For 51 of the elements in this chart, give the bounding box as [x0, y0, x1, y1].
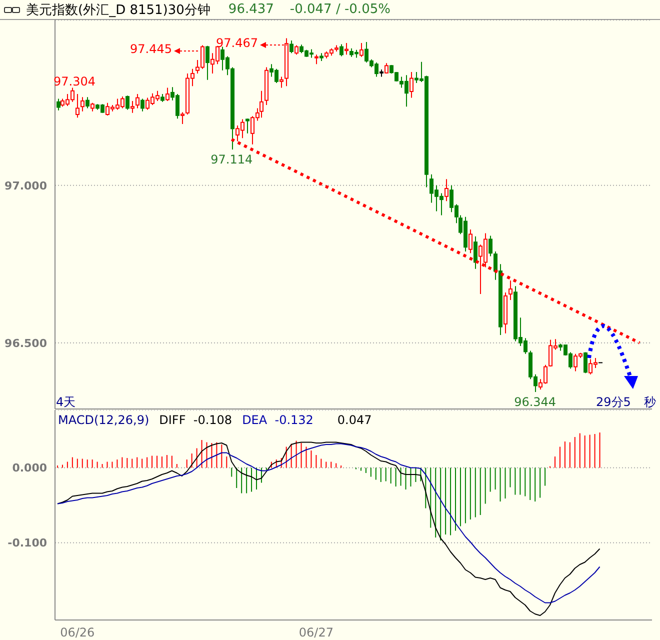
candlestick	[280, 76, 284, 88]
annotation: 97.114	[210, 152, 253, 166]
candlestick	[344, 42, 348, 56]
text: DIFF	[159, 413, 186, 427]
candlestick	[126, 95, 130, 110]
text: 96.437	[228, 2, 274, 17]
chart-title: MACD(12,26,9)	[58, 413, 150, 427]
candlestick	[246, 118, 250, 134]
candlestick	[294, 44, 298, 56]
annotation: -0.132	[274, 413, 314, 427]
candlestick	[136, 94, 140, 109]
candlestick	[488, 235, 492, 257]
chart-title: 美元指数(外汇_D 8151)30分钟	[26, 2, 210, 18]
annotation: 97.445	[130, 42, 172, 56]
candlestick	[360, 42, 364, 58]
candlestick	[468, 228, 472, 254]
candlestick	[80, 96, 84, 112]
candlestick	[410, 71, 414, 98]
y-tick-label: -0.100	[8, 536, 48, 550]
text: -0.047 / -0.05%	[290, 2, 390, 17]
candlestick	[260, 90, 264, 118]
candlestick	[56, 98, 60, 111]
annotation: -0.108	[193, 413, 232, 427]
candlestick	[180, 112, 184, 124]
candlestick	[494, 251, 498, 280]
candlestick	[140, 98, 144, 112]
candlestick	[314, 54, 318, 65]
candlestick	[290, 40, 294, 54]
candlestick	[584, 352, 588, 374]
annotation: 97.467	[216, 36, 258, 50]
y-tick-label: 0.000	[12, 462, 48, 475]
candlestick	[206, 45, 210, 80]
candlestick	[444, 178, 448, 202]
candlestick	[508, 280, 512, 301]
annotation: 96.344	[514, 394, 556, 409]
annotation: 秒	[644, 394, 656, 411]
x-tick-label: 06/26	[60, 626, 95, 640]
candlestick	[340, 44, 344, 57]
annotation: 4天	[56, 394, 76, 411]
y-tick-label: 97.000	[4, 179, 48, 192]
text: DEA	[242, 413, 268, 427]
candlestick	[166, 87, 170, 102]
candlestick	[76, 94, 80, 118]
x-tick-label: 06/27	[298, 626, 334, 640]
annotation: 97.304	[53, 74, 96, 89]
y-tick-label: 96.500	[4, 336, 48, 350]
candlestick	[474, 236, 478, 270]
candlestick	[130, 100, 134, 114]
annotation: 29分5	[596, 394, 631, 411]
annotation: 0.047	[337, 413, 372, 427]
candlestick	[86, 96, 90, 109]
